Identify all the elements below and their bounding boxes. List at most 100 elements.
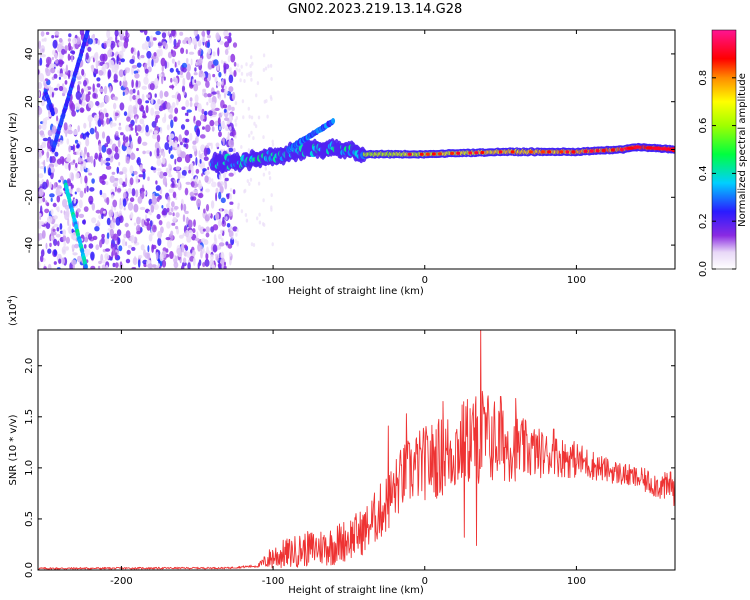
heatmap-cell	[154, 103, 160, 110]
heatmap-cell	[142, 123, 145, 128]
heatmap-cell	[108, 37, 111, 41]
heatmap-cell	[54, 151, 59, 157]
heatmap-cell	[38, 180, 41, 187]
heatmap-cell	[134, 73, 140, 79]
heatmap-cell	[95, 59, 99, 69]
heatmap-cell	[169, 251, 174, 259]
heatmap-cell	[71, 231, 77, 241]
heatmap-cell	[112, 262, 116, 268]
heatmap-cell	[156, 134, 161, 143]
heatmap-cell	[262, 68, 266, 72]
heatmap-cell	[204, 258, 210, 267]
heatmap-cell	[88, 100, 94, 109]
heatmap-cell	[65, 236, 70, 244]
heatmap-cell	[199, 159, 202, 164]
heatmap-cell	[154, 93, 157, 98]
heatmap-cell	[225, 241, 229, 246]
heatmap-cell	[101, 101, 105, 108]
heatmap-cell	[88, 120, 92, 129]
heatmap-cell	[140, 244, 145, 251]
heatmap-cell	[150, 97, 154, 105]
heatmap-cell	[67, 38, 71, 42]
heatmap-cell	[38, 160, 41, 169]
heatmap-cell	[45, 67, 49, 74]
heatmap-cell	[220, 59, 224, 64]
heatmap-cell	[87, 168, 90, 174]
heatmap-cell	[129, 152, 136, 160]
heatmap-cell	[176, 146, 181, 152]
heatmap-cell	[170, 30, 176, 37]
heatmap-cell	[145, 45, 149, 51]
heatmap-cell	[144, 68, 149, 74]
heatmap-cell	[223, 108, 227, 113]
heatmap-cell	[103, 42, 107, 49]
heatmap-cell	[183, 203, 187, 212]
top-x-tick-label: 100	[567, 275, 586, 286]
heatmap-cell	[205, 204, 210, 212]
heatmap-cell	[195, 120, 202, 127]
heatmap-cell	[113, 110, 116, 119]
heatmap-cell	[125, 177, 128, 185]
heatmap-cell	[189, 101, 193, 108]
heatmap-cell	[194, 79, 197, 83]
heatmap-cell	[239, 78, 242, 83]
heatmap-cell	[252, 243, 256, 247]
heatmap-cell	[165, 237, 171, 241]
heatmap-cell	[180, 203, 183, 211]
heatmap-cell	[105, 157, 111, 162]
bottom-y-tick-label: 1.0	[24, 460, 35, 476]
heatmap-cell	[63, 122, 68, 131]
heatmap-cell	[168, 169, 172, 176]
trace-peak	[528, 150, 533, 154]
heatmap-cell	[79, 134, 83, 139]
heatmap-cell	[52, 228, 56, 232]
heatmap-cell	[80, 175, 83, 185]
heatmap-cell	[219, 40, 224, 45]
heatmap-cell	[55, 233, 61, 238]
heatmap-cell	[185, 57, 189, 65]
heatmap-cell	[164, 91, 169, 98]
top-y-tick-label: -40	[24, 237, 35, 253]
heatmap-cell	[126, 249, 131, 255]
top-y-tick-label: 40	[24, 48, 35, 61]
heatmap-cell	[206, 30, 211, 36]
heatmap-cell	[101, 233, 105, 239]
bottom-x-axis-label: Height of straight line (km)	[288, 585, 424, 596]
heatmap-cell	[215, 187, 219, 194]
heatmap-cell	[53, 223, 59, 228]
heatmap-cell	[65, 64, 68, 73]
heatmap-cell	[136, 95, 140, 99]
heatmap-cell	[209, 119, 215, 127]
heatmap-cell	[168, 147, 171, 154]
top-x-tick-label: -100	[262, 275, 285, 286]
heatmap-cell	[138, 255, 143, 259]
heatmap-cell	[248, 114, 251, 119]
heatmap-cell	[76, 150, 80, 156]
heatmap-cell	[136, 230, 141, 235]
heatmap-cell	[188, 169, 192, 174]
heatmap-cell	[129, 59, 135, 64]
heatmap-cell	[223, 66, 227, 74]
heatmap-cell	[226, 148, 229, 153]
heatmap-cell	[96, 77, 101, 82]
heatmap-cell	[190, 195, 194, 201]
heatmap-cell	[179, 70, 184, 76]
heatmap-cell	[59, 156, 65, 164]
heatmap-cell	[77, 84, 80, 94]
heatmap-cell	[65, 71, 70, 75]
heatmap-cell	[242, 115, 245, 120]
heatmap-cell	[46, 202, 50, 207]
heatmap-cell	[258, 220, 262, 225]
heatmap-cell	[83, 151, 86, 159]
heatmap-cell	[208, 213, 211, 217]
heatmap-cell	[216, 255, 219, 262]
heatmap-cell	[157, 98, 161, 105]
heatmap-cell	[217, 47, 220, 57]
heatmap-cell	[47, 263, 52, 269]
heatmap-cell	[225, 216, 228, 221]
heatmap-cell	[125, 142, 130, 147]
heatmap-cell	[135, 80, 139, 88]
heatmap-cell	[43, 165, 47, 174]
heatmap-cell	[184, 187, 189, 196]
